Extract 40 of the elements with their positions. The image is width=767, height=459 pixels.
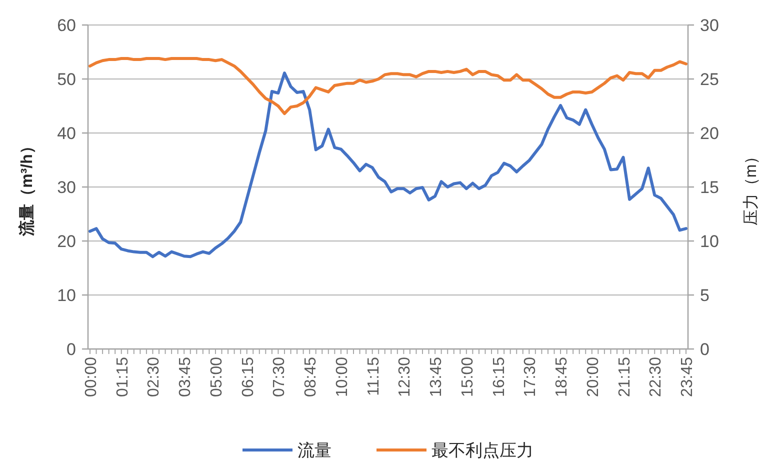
line-series [88,56,688,116]
x-tick-label: 12:30 [396,356,414,398]
x-tick-label: 22:30 [648,356,665,398]
x-tick-label: 23:45 [679,356,696,398]
x-tick-label: 15:00 [459,356,476,398]
y-axis-title: 流量（m³/h） [17,138,36,237]
x-tick-label: 05:00 [208,356,226,398]
x-tick-label: 10:00 [334,356,351,398]
x-tick-label: 00:00 [83,356,100,398]
x-tick-label: 01:15 [114,356,132,398]
x-tick-label: 18:45 [554,356,571,398]
y-tick-label: 20 [57,232,76,251]
y2-axis-title: 压力（m） [742,148,760,226]
y-tick-label: 0 [66,340,76,359]
line-series [88,72,688,258]
x-tick-label: 03:45 [177,356,194,398]
y2-tick-label: 15 [700,178,719,197]
y2-tick-label: 25 [700,70,719,89]
x-tick-label: 13:45 [428,356,446,398]
x-tick-label: 07:30 [271,356,288,398]
y2-tick-label: 20 [700,124,719,143]
x-tick-label: 06:15 [240,356,257,398]
x-tick-label: 16:15 [490,356,508,398]
x-tick-label: 20:00 [584,356,602,398]
x-tick-label: 08:45 [302,356,320,398]
y-tick-label: 60 [57,16,76,35]
y2-tick-label: 30 [700,16,719,35]
y-tick-label: 50 [57,70,76,89]
y2-tick-label: 0 [700,340,710,359]
legend-label: 最不利点压力 [432,441,534,459]
x-tick-label: 21:15 [616,356,634,398]
x-tick-label: 17:30 [522,356,540,398]
y-tick-label: 40 [57,124,76,143]
y-tick-label: 30 [57,178,76,197]
legend-label: 流量 [298,441,332,459]
x-tick-label: 02:30 [146,356,163,398]
y2-tick-label: 10 [700,232,719,251]
y2-tick-label: 5 [700,286,710,305]
x-tick-label: 11:15 [365,356,382,396]
y-tick-label: 10 [57,286,76,305]
